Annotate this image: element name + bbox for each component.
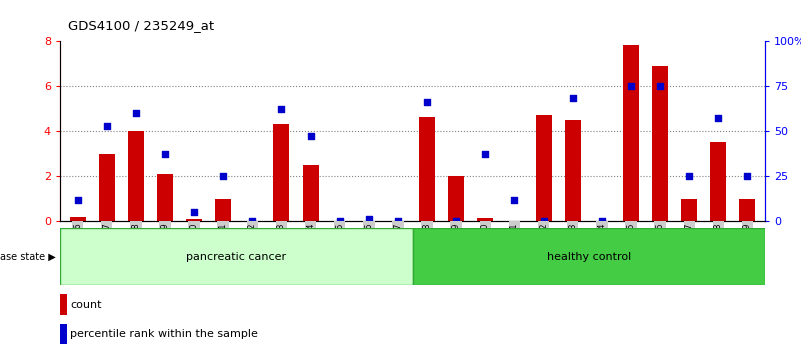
- Bar: [303, 165, 319, 221]
- Text: GSM356797: GSM356797: [103, 222, 111, 271]
- Point: [130, 110, 143, 116]
- Text: GSM356811: GSM356811: [510, 222, 519, 271]
- Bar: [710, 142, 727, 221]
- Bar: [419, 118, 435, 221]
- Bar: [681, 199, 697, 221]
- Point: [712, 115, 725, 121]
- Text: count: count: [70, 300, 102, 310]
- Point: [392, 218, 405, 224]
- Bar: [70, 217, 86, 221]
- Bar: [60, 295, 67, 315]
- Bar: [99, 154, 115, 221]
- Bar: [273, 124, 289, 221]
- Point: [71, 197, 84, 202]
- Bar: [623, 45, 639, 221]
- Text: GSM356796: GSM356796: [73, 222, 82, 271]
- Point: [682, 173, 695, 179]
- Text: GSM356804: GSM356804: [306, 222, 315, 271]
- Point: [508, 197, 521, 202]
- Point: [566, 96, 579, 101]
- Text: GSM356803: GSM356803: [277, 222, 286, 271]
- Text: healthy control: healthy control: [546, 252, 631, 262]
- Bar: [157, 174, 173, 221]
- Text: GSM356813: GSM356813: [568, 222, 578, 271]
- Bar: [536, 115, 552, 221]
- Text: GSM356816: GSM356816: [655, 222, 665, 271]
- Text: GSM356810: GSM356810: [481, 222, 490, 271]
- Text: GSM356801: GSM356801: [219, 222, 227, 271]
- Point: [217, 173, 230, 179]
- Text: GSM356799: GSM356799: [160, 222, 170, 271]
- Point: [159, 152, 171, 157]
- Point: [479, 152, 492, 157]
- Point: [304, 133, 317, 139]
- Bar: [565, 120, 581, 221]
- Text: GSM356805: GSM356805: [335, 222, 344, 271]
- Point: [333, 218, 346, 224]
- Text: GSM356802: GSM356802: [248, 222, 257, 271]
- Text: GDS4100 / 235249_at: GDS4100 / 235249_at: [68, 19, 214, 32]
- Text: GSM356806: GSM356806: [364, 222, 373, 271]
- Text: disease state ▶: disease state ▶: [0, 252, 56, 262]
- Text: GSM356817: GSM356817: [685, 222, 694, 271]
- Bar: [477, 218, 493, 221]
- Point: [100, 123, 113, 129]
- Text: GSM356819: GSM356819: [743, 222, 752, 271]
- Text: GSM356812: GSM356812: [539, 222, 548, 271]
- Text: percentile rank within the sample: percentile rank within the sample: [70, 329, 258, 339]
- Point: [362, 217, 375, 222]
- Text: GSM356809: GSM356809: [452, 222, 461, 271]
- Bar: [128, 131, 144, 221]
- Point: [595, 218, 608, 224]
- Text: GSM356800: GSM356800: [190, 222, 199, 271]
- Point: [246, 218, 259, 224]
- Text: GSM356807: GSM356807: [393, 222, 402, 271]
- Text: pancreatic cancer: pancreatic cancer: [186, 252, 286, 262]
- Point: [187, 210, 200, 215]
- Point: [421, 99, 433, 105]
- Bar: [449, 176, 465, 221]
- Point: [625, 83, 638, 88]
- Bar: [652, 65, 668, 221]
- Text: GSM356814: GSM356814: [598, 222, 606, 271]
- Bar: [215, 199, 231, 221]
- Point: [450, 218, 463, 224]
- Bar: [60, 324, 67, 344]
- Bar: [60, 228, 413, 285]
- Bar: [739, 199, 755, 221]
- Point: [654, 83, 666, 88]
- Text: GSM356815: GSM356815: [626, 222, 635, 271]
- Bar: [186, 219, 202, 221]
- Point: [537, 218, 550, 224]
- Text: GSM356798: GSM356798: [131, 222, 140, 271]
- Text: GSM356808: GSM356808: [423, 222, 432, 271]
- Point: [741, 173, 754, 179]
- Point: [275, 107, 288, 112]
- Text: GSM356818: GSM356818: [714, 222, 723, 271]
- Bar: [413, 228, 765, 285]
